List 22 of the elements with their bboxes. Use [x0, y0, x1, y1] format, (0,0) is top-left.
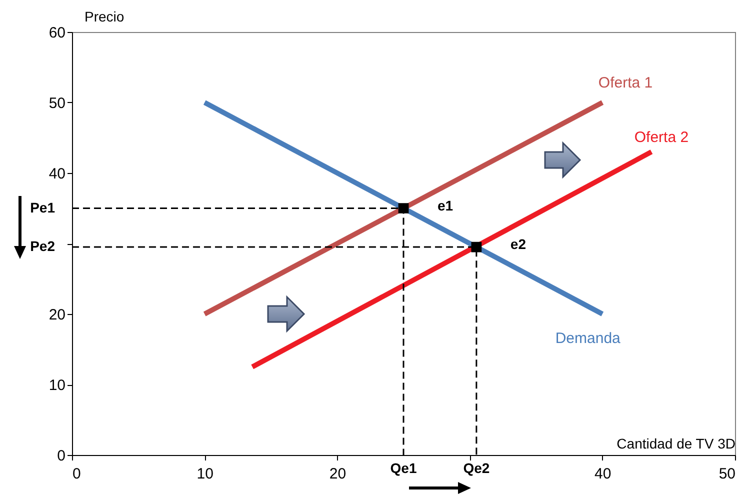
y-tick-label: 10 — [48, 377, 66, 394]
x-axis-title: Cantidad de TV 3D — [616, 436, 736, 452]
annotation: e1 — [438, 197, 454, 214]
y-tick-label: 40 — [48, 166, 66, 182]
series-label: Oferta 2 — [634, 128, 689, 146]
x-tick-label: 20 — [329, 466, 346, 482]
y-axis-title: Precio — [84, 8, 124, 24]
series-label: Demanda — [555, 330, 622, 347]
x-tick-label: 40 — [594, 466, 612, 482]
annotation: Qe2 — [463, 460, 490, 476]
x-tick-label: 50 — [718, 466, 736, 482]
series-label: Oferta 1 — [598, 74, 653, 92]
x-tick-label: 0 — [72, 466, 81, 482]
x-tick-label: 10 — [196, 466, 214, 482]
y-tick-label: 0 — [57, 448, 66, 464]
y-tick-label: 50 — [48, 95, 66, 112]
y-tick-label: 60 — [48, 24, 66, 42]
annotation: e2 — [510, 236, 526, 252]
y-tick-label: 20 — [48, 306, 66, 324]
annotation: Qe1 — [390, 460, 417, 476]
annotation: Pe1 — [30, 199, 56, 216]
annotation: Pe2 — [30, 238, 56, 254]
